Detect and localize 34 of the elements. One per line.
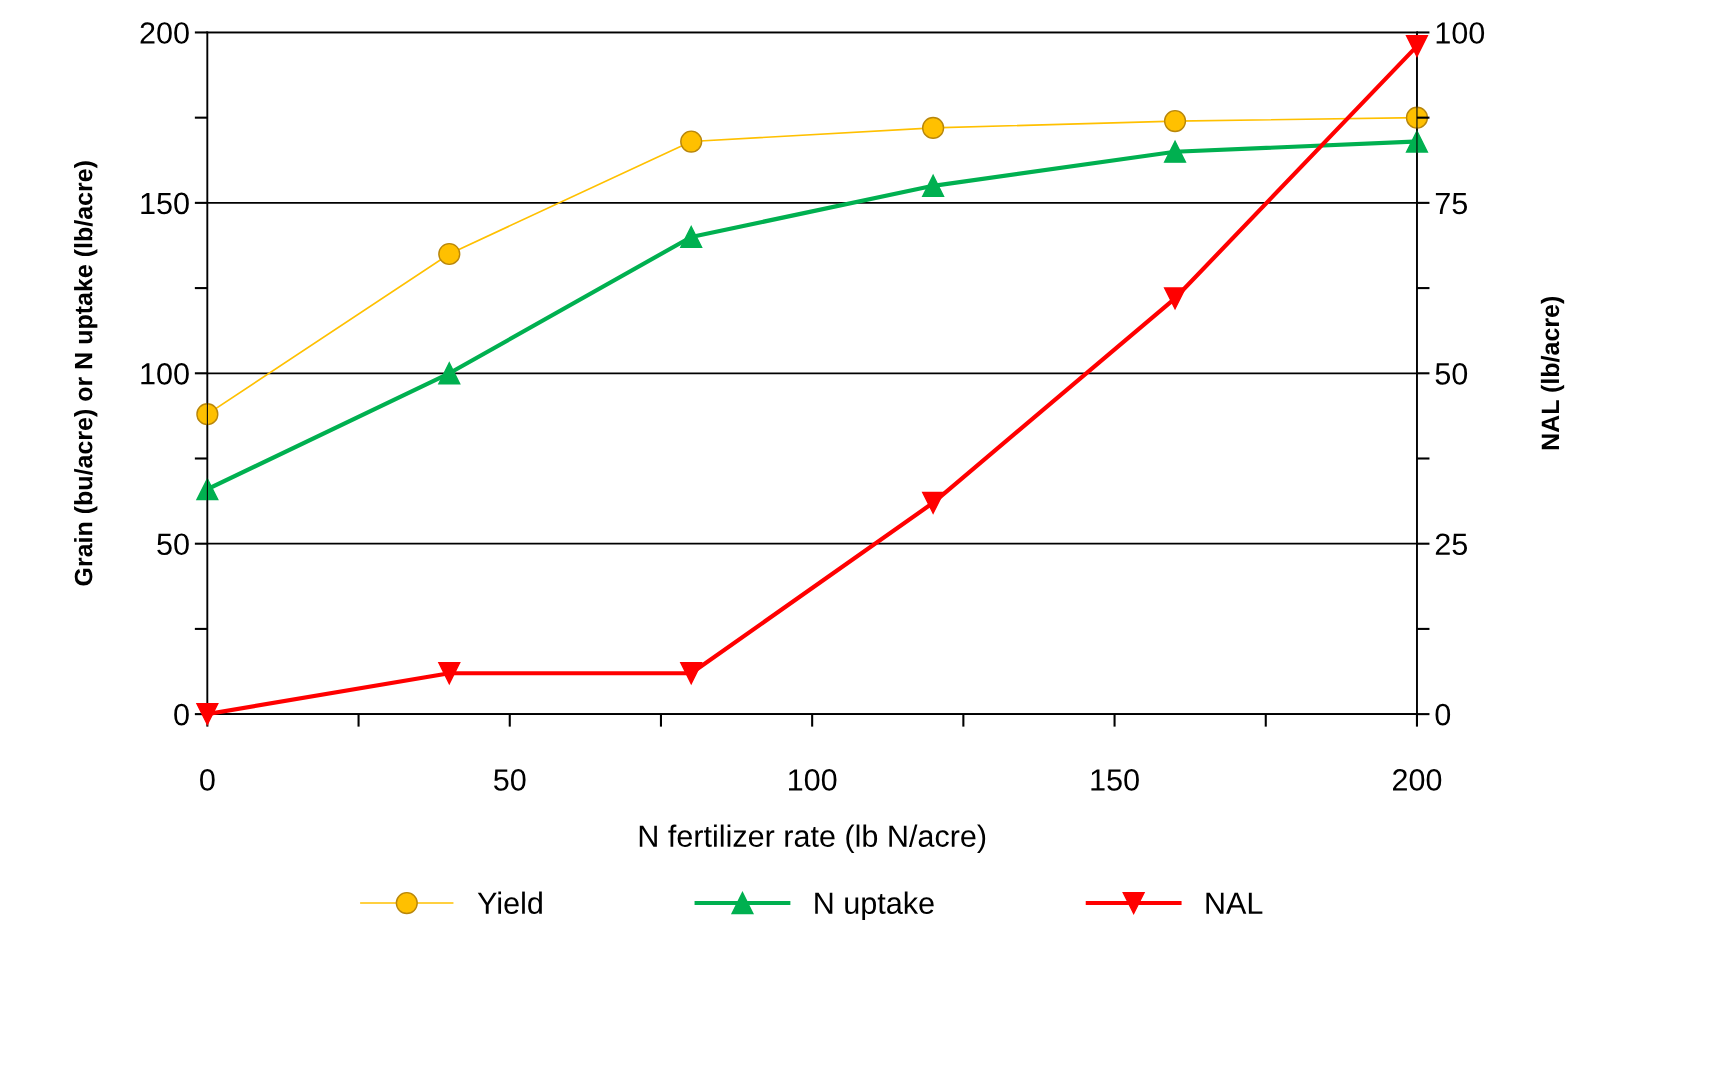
x-tick-label: 100 — [789, 769, 837, 791]
y-tick-label: 100 — [141, 363, 189, 385]
y-tick-label: 0 — [174, 703, 189, 726]
x-tick-label: 50 — [493, 769, 526, 791]
point — [680, 225, 703, 249]
legend-label: N uptake — [815, 891, 934, 921]
y2-axis-title: NAL (lb/acre) — [1540, 296, 1565, 450]
point — [438, 362, 461, 385]
point — [438, 662, 461, 685]
point — [1163, 109, 1187, 133]
y2-tick-label: 50 — [1435, 363, 1468, 385]
y2-tick-label: 100 — [1436, 22, 1485, 44]
legend-label: NAL — [1206, 892, 1263, 914]
y-tick-label: 200 — [140, 22, 189, 44]
legend-label: Yield — [477, 891, 542, 915]
point — [922, 491, 945, 514]
x-tick-label: 0 — [200, 769, 215, 791]
point — [680, 130, 703, 153]
y-tick-label: 50 — [157, 533, 189, 556]
y2-tick-label: 75 — [1435, 192, 1468, 215]
y2-tick-label: 25 — [1435, 533, 1468, 556]
point — [922, 174, 945, 197]
point — [922, 116, 945, 140]
y-axis-title: Grain (bu/acre) or N uptake (lb/acre) — [74, 161, 98, 586]
point — [1163, 140, 1187, 163]
y2-tick-label: 0 — [1435, 703, 1451, 726]
x-tick-label: 150 — [1091, 769, 1139, 791]
point — [438, 242, 461, 266]
point — [1163, 287, 1187, 310]
x-tick-label: 200 — [1393, 769, 1442, 791]
point — [196, 403, 219, 426]
x-axis-title: N fertilizer rate (lb N/acre) — [639, 824, 986, 854]
point — [680, 662, 703, 685]
y-tick-label: 150 — [141, 192, 189, 215]
